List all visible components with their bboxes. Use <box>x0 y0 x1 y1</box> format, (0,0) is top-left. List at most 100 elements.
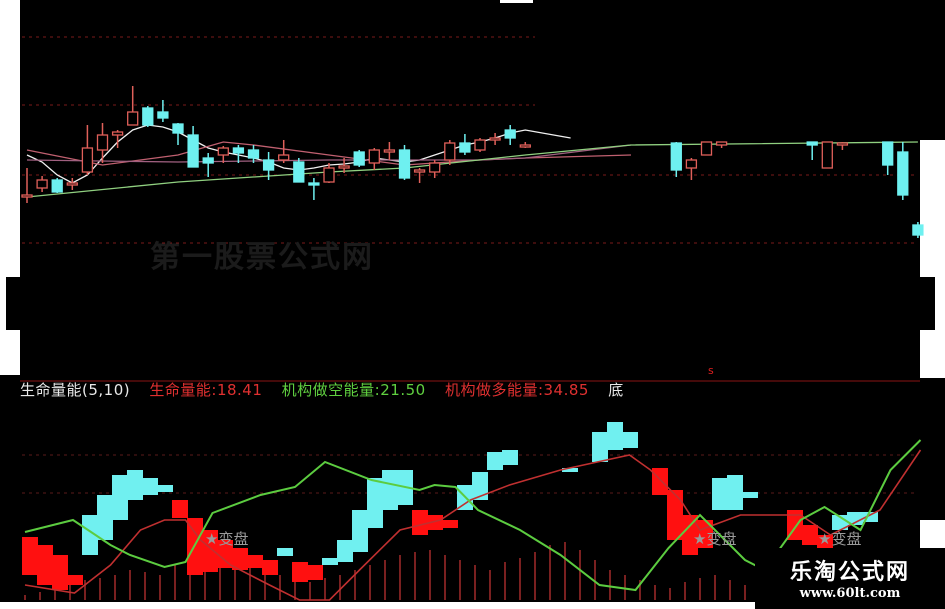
cyan-energy-block <box>727 475 743 510</box>
site-logo: 乐淘公式网 www.60lt.com <box>755 548 945 609</box>
cyan-energy-block <box>367 478 383 528</box>
cyan-energy-block <box>622 432 638 448</box>
signal-marker: s <box>708 364 714 377</box>
cyan-energy-block <box>157 485 173 492</box>
cyan-energy-block <box>847 512 863 525</box>
background-margin <box>920 140 945 378</box>
red-energy-block <box>652 468 668 495</box>
short-energy-line <box>24 439 922 592</box>
watermark-text: 第一股票公式网 <box>150 240 374 275</box>
signal-tag: ★变盘 <box>818 530 862 548</box>
indicator-legend: 生命量能(5,10) 生命量能:18.41 机构做空能量:21.50 机构做多能… <box>20 379 638 400</box>
cyan-energy-block <box>352 510 368 552</box>
candle-body <box>474 139 486 151</box>
candle-body <box>519 144 531 148</box>
cyan-energy-block <box>127 470 143 500</box>
red-energy-block <box>172 500 188 518</box>
candle-body <box>912 224 924 236</box>
red-energy-block <box>22 537 38 575</box>
candle-body <box>111 131 124 136</box>
long-energy-value: 机构做多能量:34.85 <box>444 381 589 399</box>
candle-body <box>172 123 184 134</box>
background-notch <box>6 277 20 330</box>
red-energy-block <box>232 548 248 570</box>
red-energy-block <box>202 530 218 572</box>
candle-body <box>882 141 894 166</box>
cyan-energy-block <box>142 478 158 495</box>
red-energy-block <box>262 560 278 575</box>
short-energy-value: 机构做空能量:21.50 <box>281 381 426 399</box>
cyan-energy-block <box>97 495 113 540</box>
candle-body <box>715 141 728 146</box>
cyan-energy-block <box>112 475 128 520</box>
candle-body <box>383 149 396 153</box>
cyan-energy-block <box>862 512 878 522</box>
candle-body <box>202 157 214 164</box>
candle-body <box>21 194 33 198</box>
red-energy-block <box>247 555 263 568</box>
candle-body <box>368 149 380 164</box>
candle-body <box>36 179 48 189</box>
candle-body <box>278 154 290 161</box>
logo-url: www.60lt.com <box>799 586 901 601</box>
candle-body <box>338 165 350 169</box>
candle-body <box>429 162 441 173</box>
red-energy-block <box>682 515 698 555</box>
candle-body <box>66 182 78 186</box>
cyan-energy-block <box>592 432 608 462</box>
red-energy-block <box>37 545 53 585</box>
cyan-energy-block <box>712 478 728 510</box>
legend-cut-text: 底 <box>608 381 624 399</box>
cyan-energy-block <box>487 452 503 470</box>
cyan-energy-block <box>742 492 758 498</box>
candle-body <box>459 142 471 153</box>
cyan-energy-block <box>337 540 353 562</box>
red-energy-block <box>67 575 83 585</box>
candle-body <box>413 169 426 173</box>
candle-body <box>806 141 818 146</box>
cyan-energy-block <box>277 548 293 556</box>
cyan-energy-block <box>382 470 398 510</box>
cyan-energy-block <box>502 450 518 465</box>
red-energy-block <box>802 525 818 545</box>
red-energy-block <box>292 562 308 582</box>
candle-body <box>232 147 245 154</box>
candle-body <box>323 167 335 183</box>
red-energy-block <box>442 520 458 528</box>
candle-body <box>353 151 365 166</box>
signal-tag: ★变盘 <box>205 530 249 548</box>
candle-body <box>142 107 154 126</box>
cyan-energy-block <box>322 558 338 565</box>
life-energy-line <box>24 449 922 601</box>
background-margin <box>0 602 755 609</box>
logo-name: 乐淘公式网 <box>789 560 910 585</box>
candle-body <box>489 137 501 141</box>
cyan-energy-block <box>607 422 623 450</box>
candle-body <box>127 111 139 126</box>
candle-body <box>81 147 94 173</box>
candle-body <box>504 129 516 139</box>
red-energy-block <box>427 515 443 530</box>
background-notch <box>920 277 935 330</box>
candle-body <box>821 141 833 169</box>
red-energy-block <box>667 490 683 540</box>
candle-body <box>444 142 456 161</box>
candle-body <box>670 142 682 171</box>
candle-body <box>187 134 199 168</box>
candle-body <box>836 142 849 146</box>
background-margin <box>500 0 533 3</box>
candle-body <box>262 159 275 171</box>
candle-body <box>157 111 169 119</box>
candle-body <box>897 151 909 196</box>
ma-line-green <box>26 141 918 198</box>
life-energy-value: 生命量能:18.41 <box>149 381 263 399</box>
candle-body <box>96 134 109 151</box>
candle-body <box>51 179 63 193</box>
red-energy-block <box>307 565 323 580</box>
red-energy-block <box>217 540 233 568</box>
candle-body <box>293 161 305 183</box>
signal-tag: ★变盘 <box>693 530 737 548</box>
cyan-energy-block <box>562 468 578 472</box>
